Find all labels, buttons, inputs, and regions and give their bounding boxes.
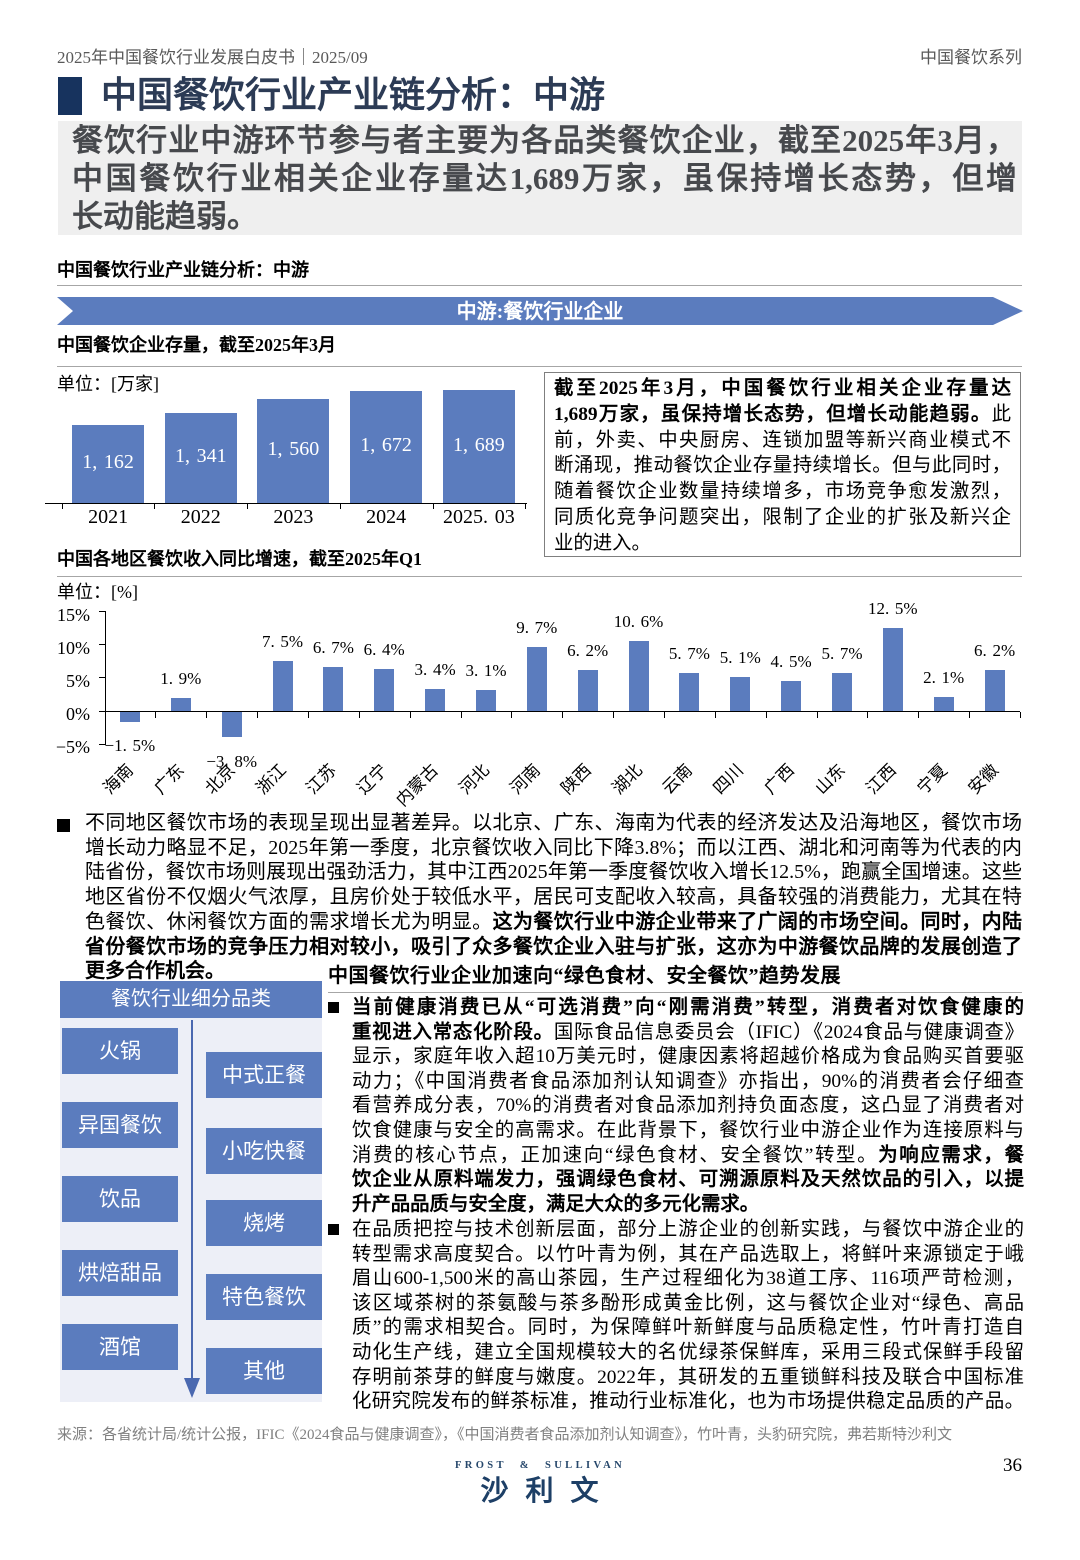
svg-text:中游:餐饮行业企业: 中游:餐饮行业企业 bbox=[457, 299, 624, 323]
